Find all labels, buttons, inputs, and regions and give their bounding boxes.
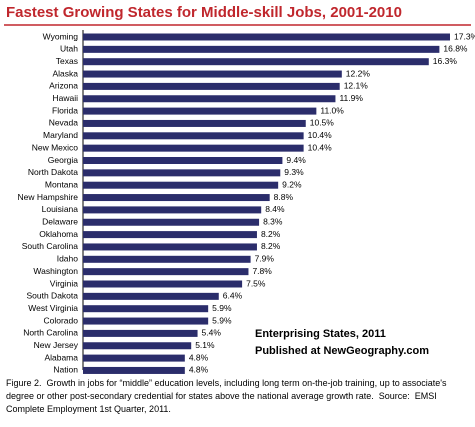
- bar: [83, 181, 279, 189]
- chart-title: Fastest Growing States for Middle-skill …: [6, 4, 402, 21]
- value-label: 8.8%: [274, 192, 294, 202]
- bar: [83, 194, 270, 202]
- value-label: 10.5%: [310, 118, 335, 128]
- value-label: 16.3%: [433, 56, 458, 66]
- bar: [83, 169, 281, 177]
- y-tick-label: Maryland: [43, 130, 78, 140]
- y-tick-label: South Carolina: [22, 241, 79, 251]
- bar: [83, 243, 257, 251]
- value-label: 5.9%: [212, 303, 232, 313]
- value-label: 11.0%: [320, 105, 344, 115]
- y-tick-label: Louisiana: [42, 204, 79, 214]
- value-label: 9.3%: [284, 167, 304, 177]
- y-tick-label: Utah: [60, 44, 78, 54]
- y-tick-label: New Mexico: [32, 142, 79, 152]
- y-tick-label: Wyoming: [43, 31, 79, 41]
- annotation: Enterprising States, 2011: [255, 328, 386, 340]
- y-tick-label: Idaho: [57, 254, 79, 264]
- bar: [83, 132, 304, 140]
- y-tick-label: Delaware: [42, 217, 78, 227]
- y-tick-label: Virginia: [50, 278, 78, 288]
- bar: [83, 329, 198, 337]
- value-label: 11.9%: [339, 93, 363, 103]
- value-label: 6.4%: [223, 291, 243, 301]
- y-tick-label: North Carolina: [23, 328, 78, 338]
- value-label: 12.1%: [344, 81, 369, 91]
- y-tick-label: New Jersey: [34, 340, 79, 350]
- value-label: 5.9%: [212, 315, 232, 325]
- bar: [83, 45, 440, 53]
- y-tick-label: Nevada: [49, 118, 79, 128]
- bar: [83, 33, 450, 41]
- y-tick-label: South Dakota: [26, 291, 78, 301]
- y-tick-label: New Hampshire: [18, 192, 79, 202]
- bar: [83, 70, 342, 78]
- y-tick-label: Montana: [45, 179, 78, 189]
- y-tick-label: Hawaii: [52, 93, 78, 103]
- y-tick-label: North Dakota: [28, 167, 78, 177]
- value-label: 7.9%: [255, 254, 275, 264]
- bar: [83, 95, 336, 103]
- value-label: 9.2%: [282, 179, 302, 189]
- y-tick-label: West Virginia: [28, 303, 78, 313]
- y-tick-label: Texas: [56, 56, 78, 66]
- value-label: 4.8%: [189, 365, 209, 375]
- bar: [83, 292, 219, 300]
- y-tick-label: Washington: [33, 266, 78, 276]
- bar: [83, 206, 262, 214]
- value-label: 8.2%: [261, 229, 281, 239]
- annotation: Published at NewGeography.com: [255, 345, 429, 357]
- y-tick-label: Georgia: [48, 155, 79, 165]
- bar: [83, 157, 283, 164]
- value-label: 8.4%: [265, 204, 285, 214]
- y-tick-label: Alabama: [44, 352, 78, 362]
- y-tick-label: Florida: [52, 105, 78, 115]
- value-label: 4.8%: [189, 352, 209, 362]
- bar: [83, 82, 340, 90]
- value-label: 7.8%: [252, 266, 272, 276]
- y-tick-label: Alaska: [52, 68, 78, 78]
- bar: [83, 144, 304, 152]
- value-label: 8.3%: [263, 217, 283, 227]
- value-label: 16.8%: [443, 44, 468, 54]
- value-label: 5.4%: [202, 328, 222, 338]
- value-label: 7.5%: [246, 278, 266, 288]
- bar: [83, 58, 429, 66]
- bar: [83, 354, 185, 362]
- value-label: 10.4%: [308, 142, 333, 152]
- bar: [83, 280, 243, 288]
- bar: [83, 268, 249, 276]
- value-label: 8.2%: [261, 241, 281, 251]
- bar: [83, 107, 317, 115]
- value-label: 5.1%: [195, 340, 215, 350]
- bar: [83, 255, 251, 263]
- bar: [83, 342, 192, 350]
- bar: [83, 305, 209, 313]
- value-label: 10.4%: [308, 130, 333, 140]
- value-label: 12.2%: [346, 68, 371, 78]
- y-tick-label: Oklahoma: [39, 229, 78, 239]
- bar: [83, 317, 209, 325]
- bar: [83, 218, 260, 226]
- bar: [83, 119, 306, 127]
- caption: Figure 2. Growth in jobs for “middle” ed…: [6, 378, 449, 414]
- bar: [83, 366, 185, 374]
- y-tick-label: Colorado: [44, 315, 79, 325]
- y-tick-label: Nation: [53, 365, 78, 375]
- value-label: 9.4%: [286, 155, 306, 165]
- value-label: 17.3%: [454, 31, 475, 41]
- y-tick-label: Arizona: [49, 81, 78, 91]
- bar: [83, 231, 257, 239]
